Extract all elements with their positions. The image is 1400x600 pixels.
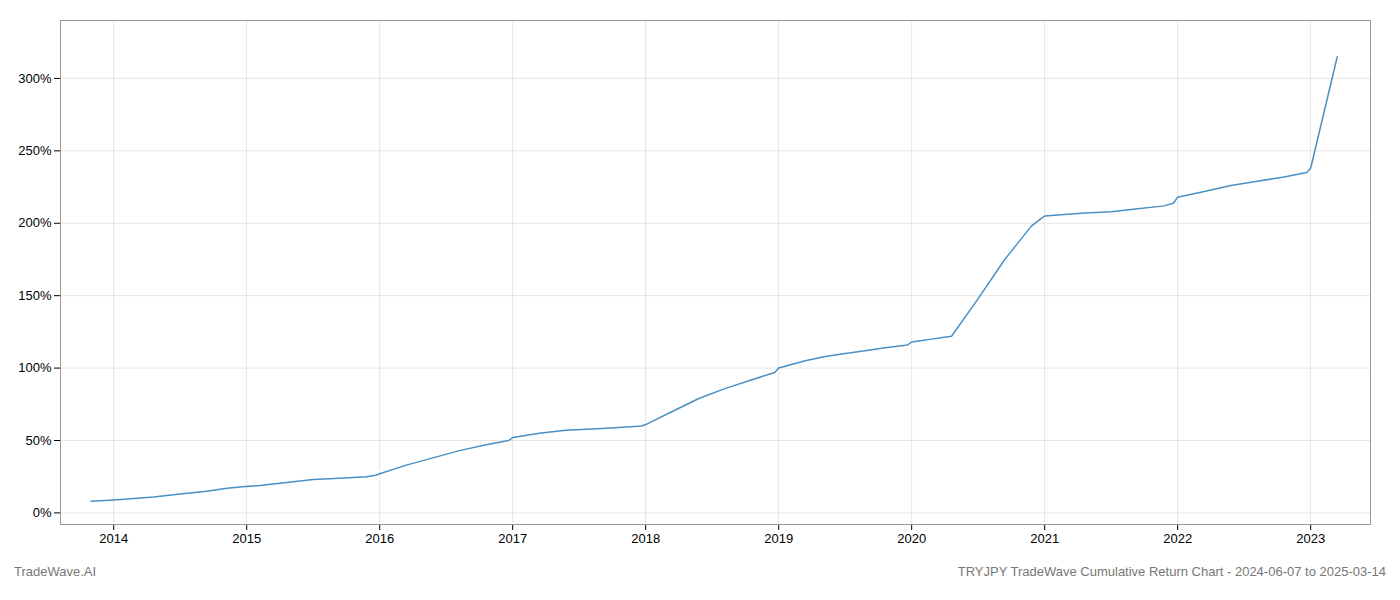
- svg-text:2015: 2015: [232, 531, 261, 546]
- svg-text:250%: 250%: [18, 143, 52, 158]
- svg-text:2023: 2023: [1296, 531, 1325, 546]
- svg-text:50%: 50%: [25, 433, 51, 448]
- svg-text:2021: 2021: [1030, 531, 1059, 546]
- svg-text:300%: 300%: [18, 71, 52, 86]
- svg-text:2018: 2018: [631, 531, 660, 546]
- svg-text:2014: 2014: [99, 531, 128, 546]
- svg-text:200%: 200%: [18, 215, 52, 230]
- svg-text:2017: 2017: [498, 531, 527, 546]
- html-text:TRYJPY TradeWave Cumulative Re: TRYJPY TradeWave Cumulative Return Chart…: [957, 564, 1386, 579]
- svg-text:100%: 100%: [18, 360, 52, 375]
- html-text:TradeWave.AI: TradeWave.AI: [14, 564, 97, 579]
- svg-text:2020: 2020: [897, 531, 926, 546]
- svg-text:150%: 150%: [18, 288, 52, 303]
- svg-text:2016: 2016: [365, 531, 394, 546]
- svg-text:2019: 2019: [764, 531, 793, 546]
- svg-text:2022: 2022: [1163, 531, 1192, 546]
- svg-text:0%: 0%: [33, 505, 52, 520]
